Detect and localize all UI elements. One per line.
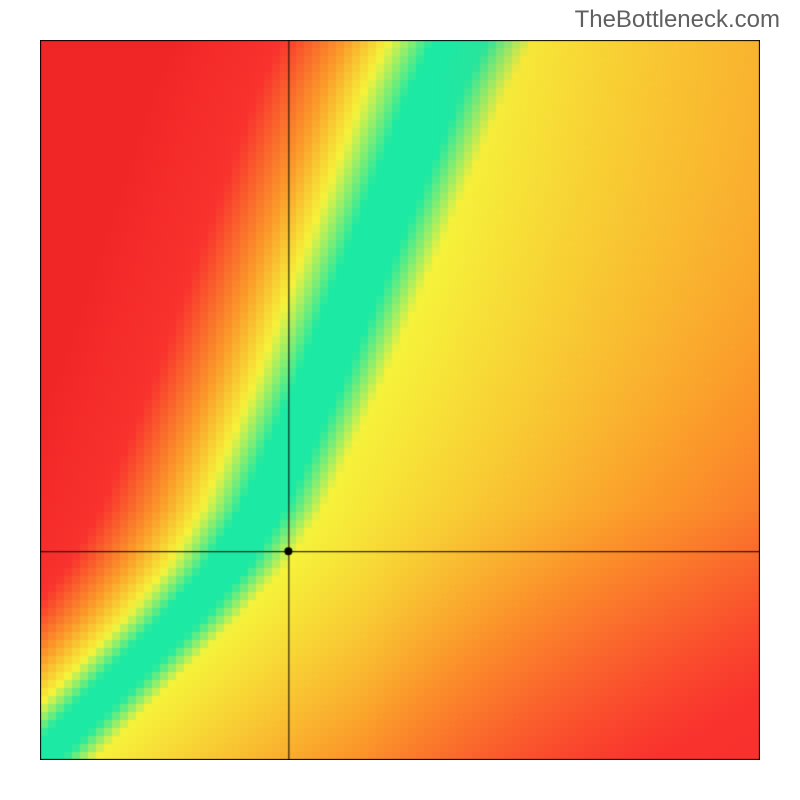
overlay-canvas [40, 40, 760, 760]
chart-container: TheBottleneck.com [0, 0, 800, 800]
plot-area [40, 40, 760, 760]
watermark-text: TheBottleneck.com [575, 6, 780, 34]
